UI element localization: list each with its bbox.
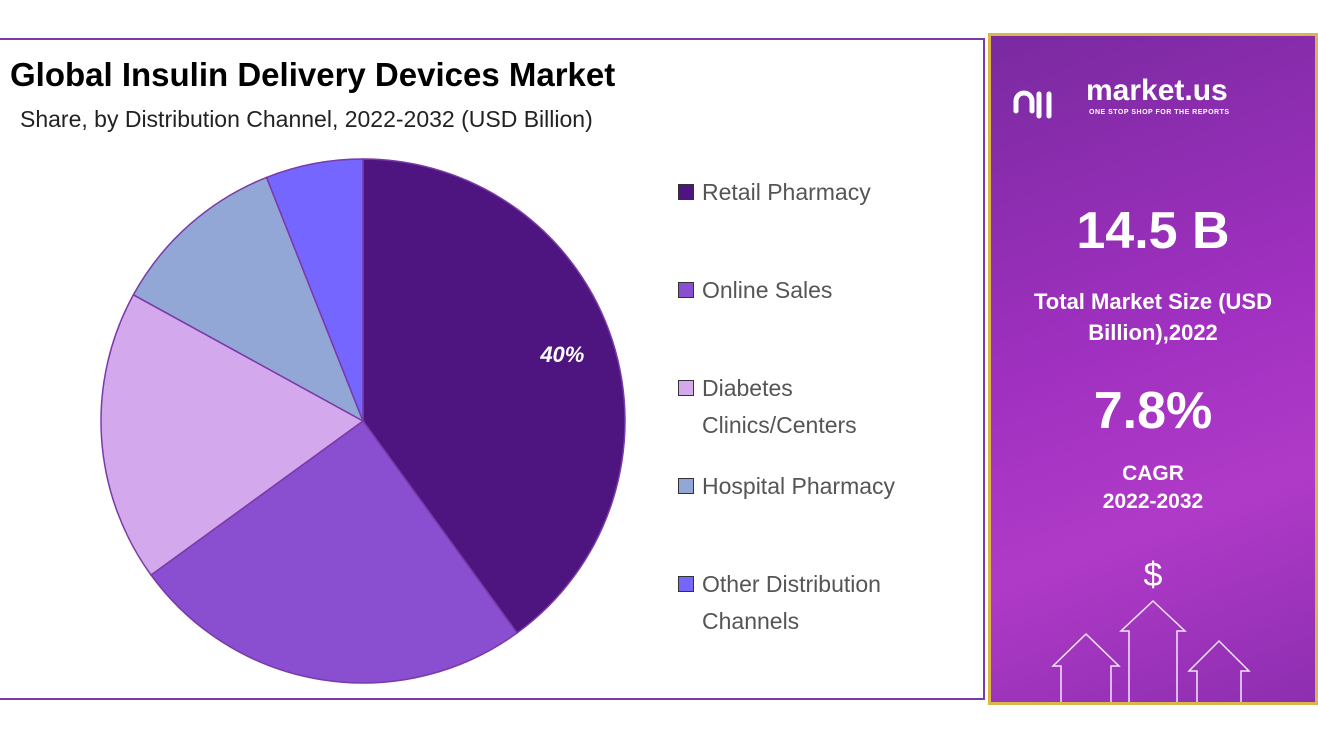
legend-label: Diabetes Clinics/Centers — [702, 375, 857, 438]
panel-decor — [1013, 90, 1251, 702]
market-size: 14.5 B — [1076, 202, 1230, 260]
brand: market.us — [1086, 74, 1228, 107]
legend-item: Hospital Pharmacy — [678, 472, 928, 505]
pie-slice — [265, 158, 364, 422]
legend-item: Retail Pharmacy — [678, 178, 928, 211]
legend-item: Diabetes Clinics/Centers — [678, 374, 928, 444]
tagline: ONE STOP SHOP FOR THE REPORTS — [1089, 109, 1230, 116]
legend-item: Other Distribution Channels — [678, 570, 928, 640]
arrows-decor — [1051, 599, 1251, 702]
legend-swatch — [678, 478, 694, 494]
pie-slice — [149, 419, 519, 684]
cagr: 7.8% — [1093, 382, 1213, 440]
legend-label: Retail Pharmacy — [702, 179, 871, 205]
dollar-icon: $ — [1143, 556, 1163, 594]
legend-item: Online Sales — [678, 276, 928, 309]
pie-slice — [100, 293, 365, 577]
market-size-label: Total Market Size (USD Billion),2022 — [1034, 289, 1272, 345]
legend-label: Other Distribution Channels — [702, 571, 881, 634]
legend-swatch — [678, 282, 694, 298]
pie-chart: 40% — [100, 158, 626, 684]
cagr-label: CAGR — [1122, 462, 1184, 485]
pie-slice — [132, 176, 365, 423]
legend-label: Hospital Pharmacy — [702, 473, 896, 499]
pie-slice — [362, 158, 626, 635]
cagr-period: 2022-2032 — [1102, 490, 1204, 513]
logo-icon — [1013, 90, 1052, 119]
data-label: 40% — [539, 342, 584, 367]
chart-area — [0, 38, 985, 700]
chart-subtitle: Share, by Distribution Channel, 2022-203… — [20, 106, 593, 132]
legend-label: Online Sales — [702, 277, 833, 303]
legend-swatch — [678, 184, 694, 200]
chart-title: Global Insulin Delivery Devices Market — [10, 56, 616, 93]
legend-swatch — [678, 380, 694, 396]
summary-panel: market.us ONE STOP SHOP FOR THE REPORTS … — [988, 33, 1318, 705]
legend-swatch — [678, 576, 694, 592]
